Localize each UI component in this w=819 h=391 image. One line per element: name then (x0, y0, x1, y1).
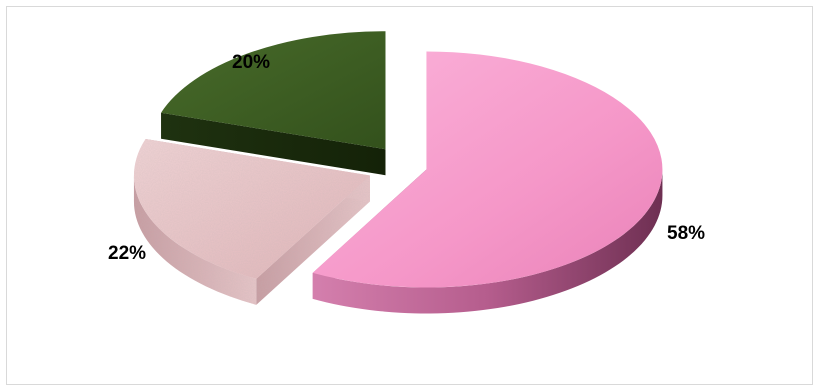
slice-58-side (312, 169, 663, 314)
slice-58-top (312, 51, 663, 288)
pie-chart: 58% 22% 20% (108, 31, 705, 314)
chart-frame: 58% 22% 20% (6, 6, 813, 385)
slice-20-wall-start (161, 112, 386, 176)
slice-22-side (133, 175, 257, 305)
slice-label-22: 22% (108, 243, 146, 264)
slice-label-20: 20% (232, 52, 270, 73)
slice-20-top (161, 31, 386, 150)
slice-22-wall-start (256, 175, 370, 305)
pie-slices (133, 31, 663, 314)
slice-22-top (133, 139, 370, 279)
slice-label-58: 58% (667, 223, 705, 244)
pie-labels: 58% 22% 20% (108, 52, 705, 264)
